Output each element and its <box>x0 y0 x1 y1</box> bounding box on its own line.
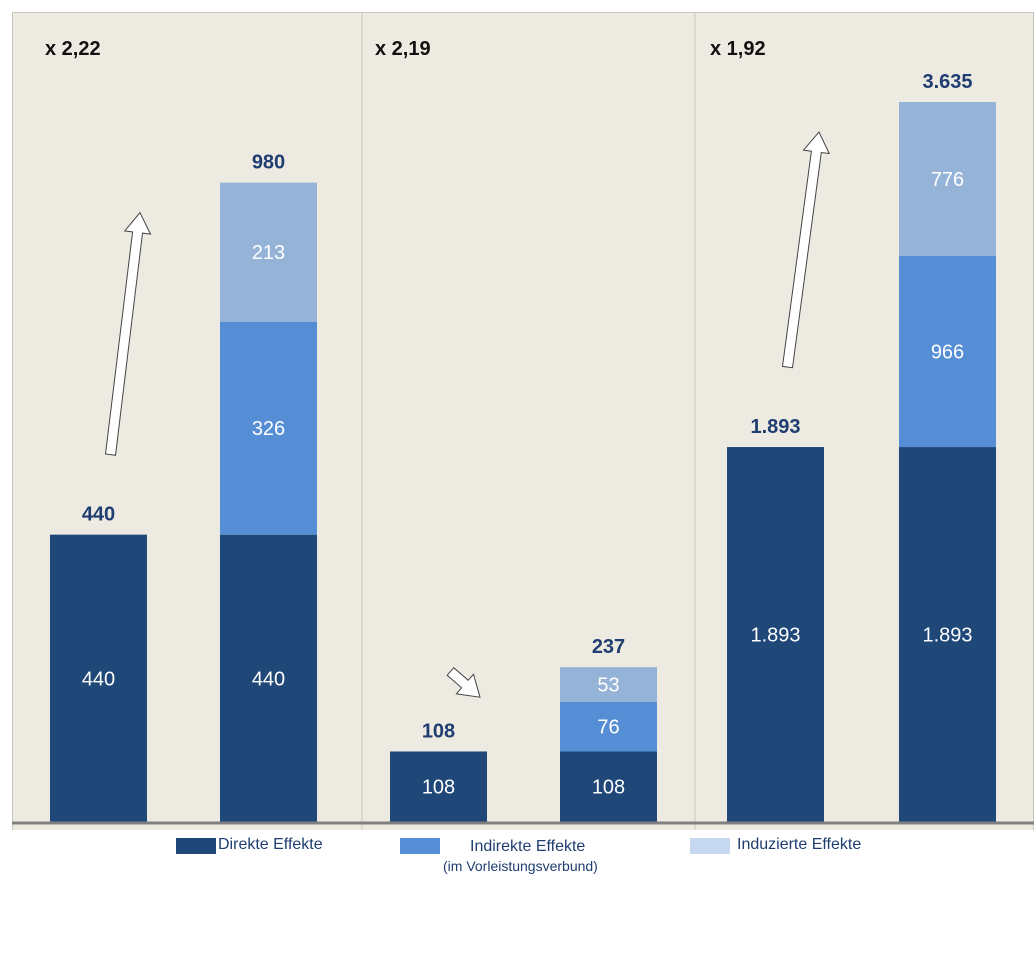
bar-segment-value-label: 108 <box>592 777 625 799</box>
bar-segment-value-label: 1.893 <box>750 625 800 647</box>
bar-segment-value-label: 76 <box>597 717 619 739</box>
growth-arrow <box>781 131 831 369</box>
multiplier-label: x 2,22 <box>45 38 101 60</box>
bar-segment-value-label: 776 <box>931 169 964 191</box>
bar-segment-value-label: 1.893 <box>922 625 972 647</box>
bar-segment-indirect <box>560 701 657 752</box>
bar-segment-value-label: 440 <box>252 668 285 690</box>
bar-total-label: 1.893 <box>750 416 800 438</box>
chart-canvas: x 2,22440440440326213980Umsatz(in Mio. E… <box>12 12 1034 830</box>
bar-segment-induced <box>220 182 317 322</box>
bar-segment-direct <box>390 751 487 822</box>
bar-segment-induced <box>560 667 657 702</box>
bar-segment-direct <box>50 534 147 822</box>
bar-segment-value-label: 53 <box>597 675 619 697</box>
bar-segment-value-label: 213 <box>252 242 285 264</box>
bar-segment-direct <box>899 447 996 822</box>
category-label-strip <box>12 824 1034 830</box>
bar-total-label: 108 <box>422 720 455 742</box>
bar-segment-value-label: 326 <box>252 418 285 440</box>
bar-total-label: 237 <box>592 636 625 658</box>
bar-segment-induced <box>899 102 996 256</box>
growth-arrow <box>446 666 481 698</box>
bar-segment-value-label: 440 <box>82 668 115 690</box>
multiplier-label: x 2,19 <box>375 38 431 60</box>
bar-segment-value-label: 108 <box>422 777 455 799</box>
bar-segment-value-label: 966 <box>931 341 964 363</box>
plot-background <box>12 12 1034 824</box>
bar-total-label: 440 <box>82 504 115 526</box>
bar-segment-indirect <box>220 321 317 535</box>
bar-segment-indirect <box>899 255 996 448</box>
growth-arrow <box>104 211 152 456</box>
bar-total-label: 980 <box>252 152 285 174</box>
bar-segment-direct <box>220 534 317 822</box>
multiplier-label: x 1,92 <box>710 38 766 60</box>
bar-total-label: 3.635 <box>922 71 972 93</box>
bar-segment-direct <box>727 447 824 822</box>
bar-segment-direct <box>560 751 657 822</box>
